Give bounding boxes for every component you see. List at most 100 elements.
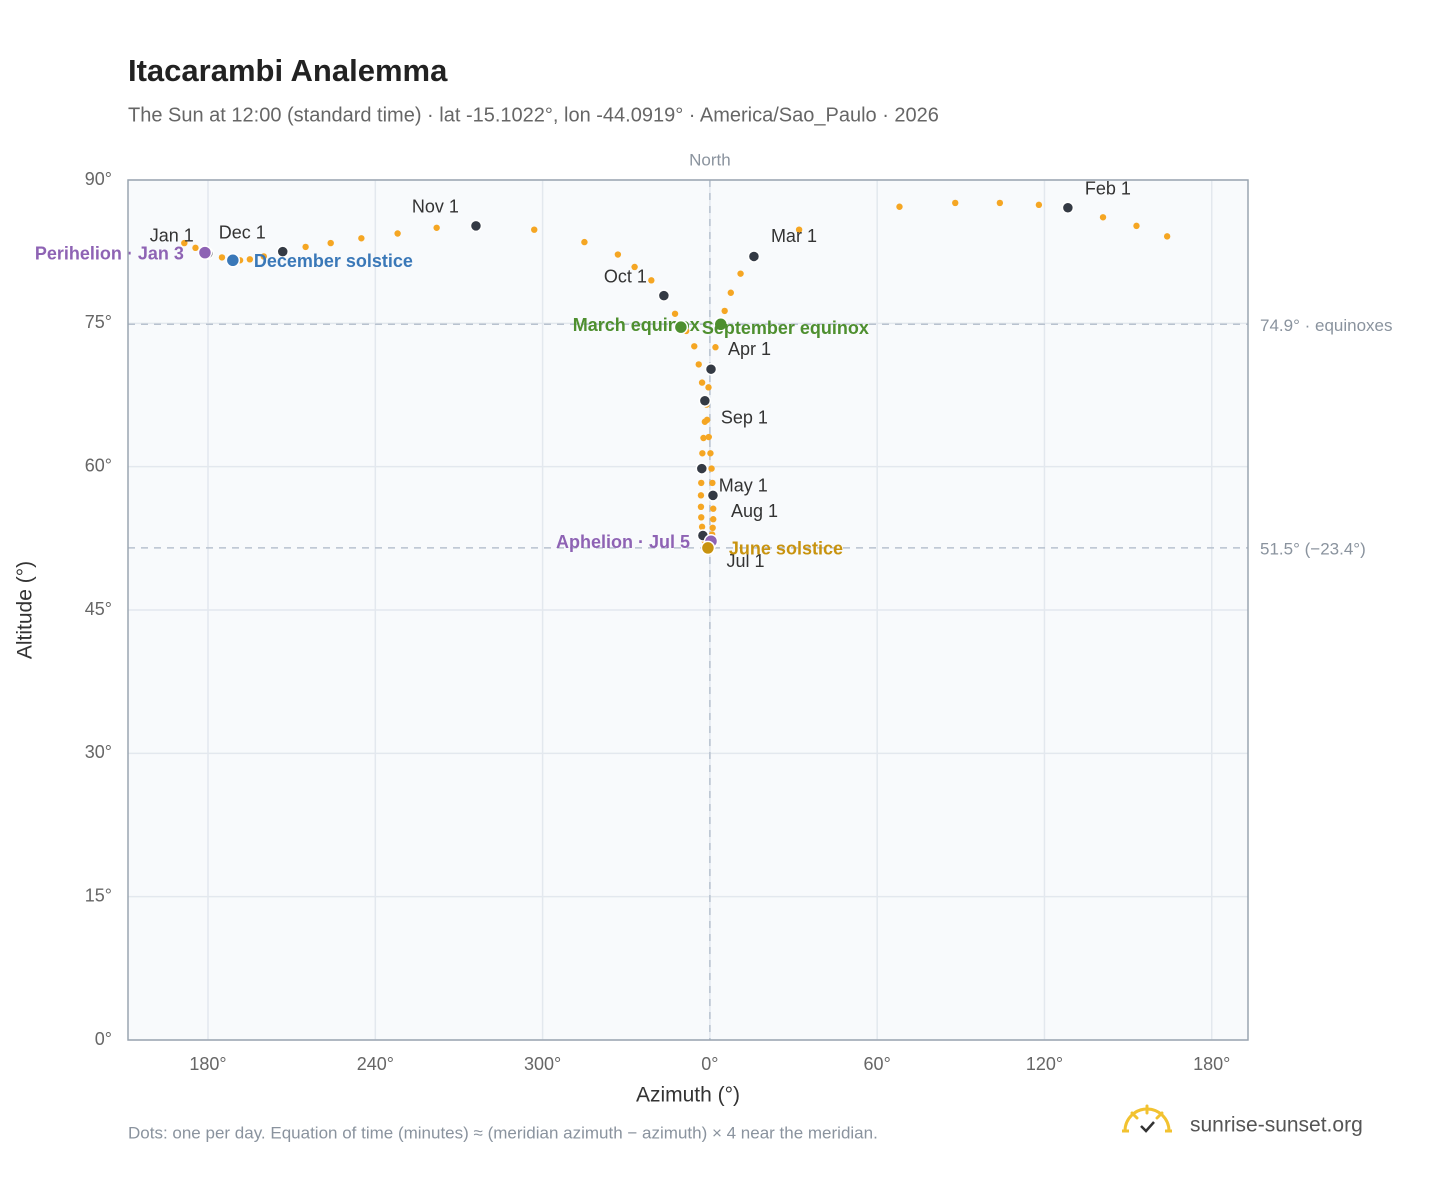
daily-dot	[433, 224, 440, 231]
month-marker	[469, 219, 483, 233]
daily-dot	[712, 344, 719, 351]
data-layer: Jan 1 Feb 1 Mar 1 Apr 1 May 1 Jul 1 Aug 1 Sep 1…	[35, 178, 1171, 571]
meridian-label: North	[689, 150, 731, 169]
y-tick-label: 75°	[85, 312, 112, 332]
daily-dot	[218, 254, 226, 261]
event-label: June solstice	[729, 539, 843, 559]
y-tick-label: 30°	[85, 742, 112, 762]
event-label: March equinox	[573, 315, 700, 335]
daily-dot	[709, 524, 716, 532]
x-tick-label: 300°	[524, 1054, 561, 1074]
month-marker	[747, 250, 761, 263]
month-label: May 1	[719, 475, 768, 495]
month-label: Sep 1	[721, 407, 768, 427]
daily-dot	[691, 343, 698, 350]
daily-dot	[631, 263, 638, 271]
daily-dot	[896, 203, 903, 210]
daily-dot	[1099, 214, 1107, 221]
event-marker	[713, 317, 729, 332]
month-marker	[704, 362, 718, 376]
daily-dot	[699, 450, 706, 457]
daily-dot	[708, 465, 715, 472]
daily-dot	[302, 243, 309, 251]
plot-border	[127, 179, 1249, 1041]
x-tick-label: 180°	[189, 1054, 226, 1074]
daily-dot	[614, 251, 622, 258]
daily-dot	[707, 450, 714, 457]
month-marker	[698, 394, 712, 407]
daily-dot	[246, 256, 254, 263]
daily-dot	[710, 516, 717, 523]
reference-label: 51.5° (−23.4°)	[1260, 539, 1366, 558]
y-tick-label: 15°	[85, 885, 112, 905]
daily-dot	[697, 492, 705, 499]
daily-dot	[327, 239, 334, 247]
event-label: Perihelion · Jan 3	[35, 243, 184, 263]
month-label: Nov 1	[412, 197, 459, 217]
daily-dot	[703, 416, 711, 424]
daily-dot	[727, 289, 734, 296]
daily-dot	[531, 226, 538, 233]
daily-dot	[1035, 201, 1043, 209]
month-label: Jan 1	[150, 225, 194, 245]
event-label: December solstice	[254, 251, 413, 271]
month-label: Apr 1	[728, 339, 771, 359]
daily-dot	[700, 434, 707, 442]
x-tick-label: 120°	[1026, 1054, 1063, 1074]
month-marker	[1061, 201, 1075, 214]
month-label: Dec 1	[219, 222, 266, 242]
x-tick-label: 240°	[357, 1054, 394, 1074]
daily-dot	[648, 277, 655, 284]
daily-dot	[181, 239, 188, 247]
month-label: Jul 1	[726, 551, 764, 571]
daily-dot	[695, 361, 702, 368]
month-marker	[657, 289, 671, 302]
y-tick-label: 60°	[85, 455, 112, 475]
month-label: Feb 1	[1085, 178, 1131, 198]
brand-logo	[1122, 1104, 1172, 1133]
reference-label: 74.9° · equinoxes	[1260, 316, 1393, 335]
x-tick-label: 180°	[1193, 1054, 1230, 1074]
y-axis-title: Altitude (°)	[14, 561, 37, 659]
month-label: Oct 1	[604, 266, 647, 286]
daily-dot	[996, 199, 1004, 207]
month-marker	[706, 489, 720, 502]
y-tick-label: 0°	[95, 1029, 112, 1049]
event-label: September equinox	[702, 318, 869, 338]
event-marker	[700, 540, 716, 556]
month-marker	[695, 462, 709, 475]
footnote: Dots: one per day. Equation of time (min…	[128, 1123, 878, 1142]
chart-title: Itacarambi Analemma	[128, 53, 448, 88]
daily-dot	[671, 310, 679, 317]
daily-dot	[1133, 222, 1140, 230]
x-tick-label: 60°	[864, 1054, 891, 1074]
event-label: Aphelion · Jul 5	[556, 532, 690, 552]
daily-dot	[698, 479, 705, 487]
event-marker	[225, 253, 241, 268]
daily-dot	[1163, 233, 1171, 240]
daily-dot	[710, 505, 717, 512]
month-label: Mar 1	[771, 226, 817, 246]
y-tick-label: 45°	[85, 599, 112, 619]
daily-dot	[698, 514, 705, 521]
daily-dot	[260, 253, 267, 260]
month-marker	[276, 245, 289, 258]
daily-dot	[705, 384, 712, 391]
daily-dot	[709, 479, 716, 487]
daily-dot	[697, 503, 705, 510]
daily-dot	[394, 230, 401, 237]
daily-dot	[705, 433, 712, 441]
daily-dot	[795, 226, 803, 233]
daily-dot	[952, 199, 959, 207]
chart-subtitle: The Sun at 12:00 (standard time) · lat -…	[128, 104, 939, 126]
daily-dot	[192, 244, 199, 252]
x-tick-label: 0°	[701, 1054, 718, 1074]
daily-dot	[698, 379, 706, 386]
y-tick-label: 90°	[85, 169, 112, 189]
daily-dot	[358, 235, 365, 242]
event-marker	[197, 245, 213, 260]
daily-dot	[721, 307, 728, 315]
daily-dot	[581, 238, 588, 246]
